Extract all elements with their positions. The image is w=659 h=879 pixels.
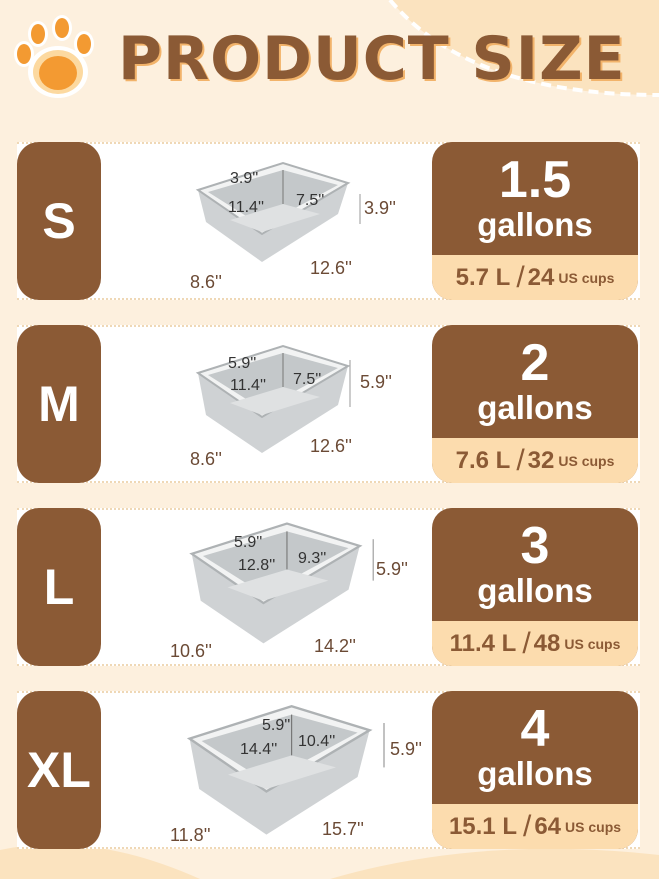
size-row-s: 3.9'' 11.4'' 7.5'' 3.9'' 8.6'' 12.6'' S … bbox=[0, 142, 659, 300]
capacity-liters: 7.6 L bbox=[455, 446, 511, 474]
dim-width-inner: 9.3'' bbox=[298, 550, 327, 567]
capacity-card: 3 gallons 11.4 L/48 US cups bbox=[432, 508, 638, 666]
cups-label: US cups bbox=[565, 818, 622, 835]
dim-width-inner: 7.5'' bbox=[293, 371, 322, 388]
capacity-liters: 5.7 L bbox=[455, 263, 511, 291]
capacity-gallons: 1.5 bbox=[498, 151, 572, 209]
capacity-unit: gallons bbox=[477, 206, 593, 243]
capacity-cups: 48 bbox=[533, 629, 561, 657]
size-badge: S bbox=[17, 142, 101, 300]
dim-length-inner: 12.8'' bbox=[238, 557, 276, 574]
dim-width-inner: 10.4'' bbox=[298, 733, 336, 750]
capacity-cups: 64 bbox=[534, 812, 562, 840]
dim-height: 3.9'' bbox=[364, 198, 396, 218]
paw-icon bbox=[14, 15, 94, 98]
capacity-gallons: 3 bbox=[520, 517, 550, 575]
dim-length: 12.6'' bbox=[310, 436, 352, 456]
dim-length-inner: 11.4'' bbox=[228, 199, 265, 216]
capacity-card: 2 gallons 7.6 L/32 US cups bbox=[432, 325, 638, 483]
dim-width: 8.6'' bbox=[190, 272, 222, 292]
divider-slash: / bbox=[516, 443, 525, 477]
capacity-liters: 11.4 L bbox=[449, 629, 517, 657]
dim-width: 10.6'' bbox=[170, 641, 212, 661]
dim-length-inner: 14.4'' bbox=[240, 741, 278, 758]
divider-slash: / bbox=[522, 809, 532, 843]
dim-length: 14.2'' bbox=[314, 636, 356, 656]
capacity-unit: gallons bbox=[477, 389, 593, 426]
size-row-l: 5.9'' 12.8'' 9.3'' 5.9'' 10.6'' 14.2'' L… bbox=[0, 508, 659, 666]
capacity-gallons: 4 bbox=[520, 700, 550, 758]
capacity-gallons: 2 bbox=[520, 334, 550, 392]
dim-width: 11.8'' bbox=[170, 825, 211, 845]
dim-depth-inner: 5.9'' bbox=[262, 717, 291, 734]
capacity-cups: 24 bbox=[527, 263, 555, 291]
divider-slash: / bbox=[522, 626, 531, 660]
capacity-card: 4 gallons 15.1 L/64 US cups bbox=[432, 691, 638, 849]
dim-height: 5.9'' bbox=[390, 739, 422, 759]
size-row-xl: 5.9'' 14.4'' 10.4'' 5.9'' 11.8'' 15.7'' … bbox=[0, 691, 659, 849]
size-badge: M bbox=[17, 325, 101, 483]
dim-length-inner: 11.4'' bbox=[230, 377, 267, 394]
dim-depth-inner: 5.9'' bbox=[234, 534, 263, 551]
tray-image bbox=[189, 522, 374, 644]
tray-image bbox=[195, 161, 361, 262]
header: PRODUCT SIZE bbox=[0, 0, 659, 130]
size-badge: XL bbox=[17, 691, 101, 849]
cups-label: US cups bbox=[564, 635, 621, 652]
cups-label: US cups bbox=[558, 452, 615, 469]
dim-height: 5.9'' bbox=[376, 559, 408, 579]
dim-height: 5.9'' bbox=[360, 372, 392, 392]
dim-width: 8.6'' bbox=[190, 449, 222, 469]
tray-image bbox=[195, 344, 351, 453]
page-title: PRODUCT SIZE bbox=[118, 24, 626, 94]
size-badge: L bbox=[17, 508, 101, 666]
dim-depth-inner: 3.9'' bbox=[230, 170, 259, 187]
capacity-card: 1.5 gallons 5.7 L/24 US cups bbox=[432, 142, 638, 300]
tray-image bbox=[186, 704, 385, 835]
dim-length: 15.7'' bbox=[322, 819, 364, 839]
capacity-liters: 15.1 L bbox=[448, 812, 517, 840]
capacity-cups: 32 bbox=[527, 446, 555, 474]
dim-depth-inner: 5.9'' bbox=[228, 355, 257, 372]
size-row-m: 5.9'' 11.4'' 7.5'' 5.9'' 8.6'' 12.6'' M … bbox=[0, 325, 659, 483]
dim-width-inner: 7.5'' bbox=[296, 192, 325, 209]
divider-slash: / bbox=[516, 260, 525, 294]
cups-label: US cups bbox=[558, 269, 615, 286]
capacity-unit: gallons bbox=[477, 572, 593, 609]
dim-length: 12.6'' bbox=[310, 258, 352, 278]
capacity-unit: gallons bbox=[477, 755, 593, 792]
